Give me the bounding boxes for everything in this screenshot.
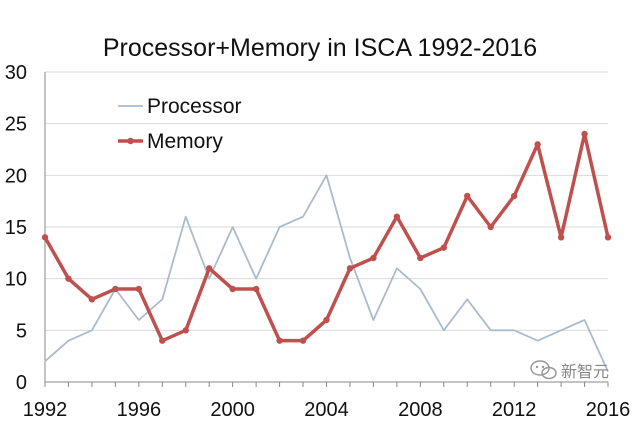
data-point-memory: [417, 254, 424, 262]
x-tick-label: 2004: [304, 399, 349, 421]
legend-label: Processor: [147, 95, 242, 118]
y-tick-label: 20: [5, 165, 27, 187]
series-line-processor: [44, 174, 609, 373]
data-point-memory: [487, 223, 494, 231]
series-line-memory: [43, 132, 610, 343]
legend-label: Memory: [147, 130, 223, 153]
data-point-memory: [65, 275, 72, 282]
x-tick-label: 2008: [398, 399, 443, 421]
y-tick-label: 15: [5, 217, 27, 239]
data-point-memory: [440, 244, 447, 251]
data-point-memory: [88, 296, 96, 303]
legend-marker: [127, 137, 134, 145]
data-point-memory: [464, 192, 471, 200]
x-axis: 1992 1996 2000 2004 2008 2012 2016: [23, 381, 631, 421]
y-axis: 0 5 10 15 20 25 30: [5, 62, 46, 394]
data-point-memory: [581, 130, 588, 138]
legend: Processor Memory: [118, 95, 242, 153]
data-point-memory: [159, 337, 166, 344]
y-tick-label: 30: [5, 62, 27, 84]
x-tick-label: 1992: [23, 399, 68, 421]
x-tick-label: 2000: [210, 399, 255, 421]
data-point-memory: [299, 337, 307, 344]
data-point-memory: [135, 285, 143, 293]
data-point-memory: [252, 285, 260, 293]
data-point-memory: [112, 285, 119, 293]
chart-title: Processor+Memory in ISCA 1992-2016: [103, 34, 537, 62]
y-tick-label: 0: [16, 372, 27, 394]
wechat-icon: [530, 360, 557, 380]
data-point-memory: [604, 234, 612, 241]
watermark: 新智元: [530, 360, 609, 381]
data-point-memory: [557, 234, 565, 241]
data-point-memory: [370, 254, 377, 262]
grid-lines: [45, 71, 608, 331]
watermark-text: 新智元: [561, 363, 609, 381]
data-point-memory: [182, 327, 189, 334]
y-tick-label: 25: [5, 114, 27, 136]
data-point-memory: [41, 234, 49, 241]
data-point-memory: [276, 337, 283, 344]
x-tick-label: 2012: [492, 399, 537, 421]
data-point-memory: [229, 285, 236, 293]
x-tick-label: 1996: [117, 399, 162, 421]
data-point-memory: [393, 213, 401, 220]
plot-series: [41, 130, 612, 373]
data-point-memory: [323, 316, 330, 324]
x-tick-label: 2016: [586, 399, 631, 421]
data-point-memory: [346, 265, 354, 272]
data-point-memory: [534, 141, 541, 148]
data-point-memory: [206, 265, 213, 272]
data-point-memory: [510, 192, 518, 200]
y-tick-label: 10: [5, 269, 27, 291]
y-tick-label: 5: [16, 320, 27, 342]
